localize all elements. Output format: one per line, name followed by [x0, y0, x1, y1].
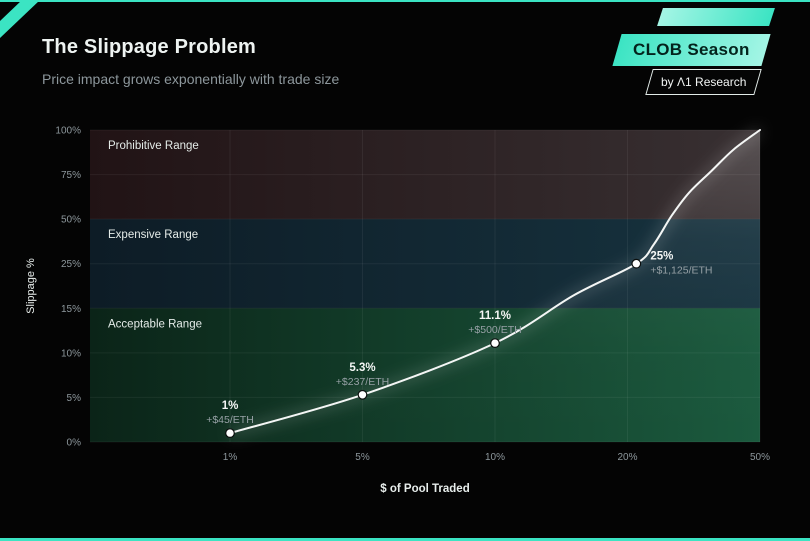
axis-tick-labels: 0% 5% 10% 15% 25% 50% 75% 100% 1% 5% 10% 20% 50%	[55, 126, 770, 464]
corner-accent-shape	[0, 0, 40, 38]
page-subtitle: Price impact grows exponentially with tr…	[42, 71, 340, 87]
bottom-accent-line	[0, 538, 810, 541]
data-point	[225, 428, 235, 439]
page-title: The Slippage Problem	[42, 36, 257, 58]
y-tick-label: 15%	[61, 304, 81, 315]
point-label: 1%	[222, 400, 239, 412]
point-sublabel: +$237/ETH	[336, 376, 389, 388]
byline-badge: by Λ1 Research	[644, 69, 762, 95]
data-point	[631, 258, 642, 269]
x-tick-label: 20%	[617, 452, 637, 463]
x-axis-title: $ of Pool Traded	[380, 483, 469, 495]
band-label: Acceptable Range	[108, 318, 202, 330]
band-label: Expensive Range	[108, 229, 198, 241]
chart-canvas: 1% +$45/ETH 5.3% +$237/ETH 11.1% +$500/ETH 25%…	[25, 126, 770, 496]
point-annotation: 25% +$1,125/ETH	[650, 251, 712, 277]
band-range-0	[90, 130, 760, 220]
brand-block: CLOB Season by Λ1 Research	[612, 8, 775, 95]
y-tick-label: 75%	[61, 170, 81, 181]
x-tick-label: 50%	[750, 452, 770, 463]
point-label: 25%	[650, 251, 673, 263]
slippage-curve	[229, 129, 761, 435]
corner-accent-polygon	[0, 0, 40, 38]
curve-area-glow	[230, 130, 760, 442]
brand-decoration-shape	[657, 8, 775, 26]
y-axis-title: Slippage %	[25, 258, 37, 314]
point-annotation: 11.1% +$500/ETH	[468, 310, 521, 336]
point-annotation: 1% +$45/ETH	[206, 400, 254, 426]
point-label: 11.1%	[479, 310, 511, 322]
y-tick-label: 10%	[61, 348, 81, 359]
slippage-chart: 1% +$45/ETH 5.3% +$237/ETH 11.1% +$500/ETH 25%…	[0, 110, 810, 510]
band-label: Prohibitive Range	[108, 140, 199, 152]
point-label: 5.3%	[349, 362, 375, 374]
x-tick-label: 10%	[485, 452, 505, 463]
x-tick-label: 1%	[223, 452, 238, 463]
x-tick-label: 5%	[355, 452, 370, 463]
y-tick-label: 100%	[55, 126, 81, 137]
point-sublabel: +$500/ETH	[468, 324, 521, 336]
byline-label: by Λ1 Research	[660, 75, 746, 89]
point-sublabel: +$45/ETH	[206, 414, 254, 426]
header: The Slippage Problem Price impact grows …	[42, 36, 339, 87]
clob-season-label: CLOB Season	[633, 40, 750, 59]
clob-season-badge: CLOB Season	[612, 34, 771, 66]
point-sublabel: +$1,125/ETH	[650, 265, 712, 277]
y-tick-label: 50%	[61, 215, 81, 226]
y-tick-label: 5%	[67, 393, 82, 404]
y-tick-label: 0%	[67, 438, 82, 449]
point-annotation: 5.3% +$237/ETH	[336, 362, 389, 388]
y-tick-label: 25%	[61, 259, 81, 270]
data-point	[490, 338, 500, 349]
top-accent-line	[0, 0, 810, 2]
data-point	[357, 389, 368, 400]
